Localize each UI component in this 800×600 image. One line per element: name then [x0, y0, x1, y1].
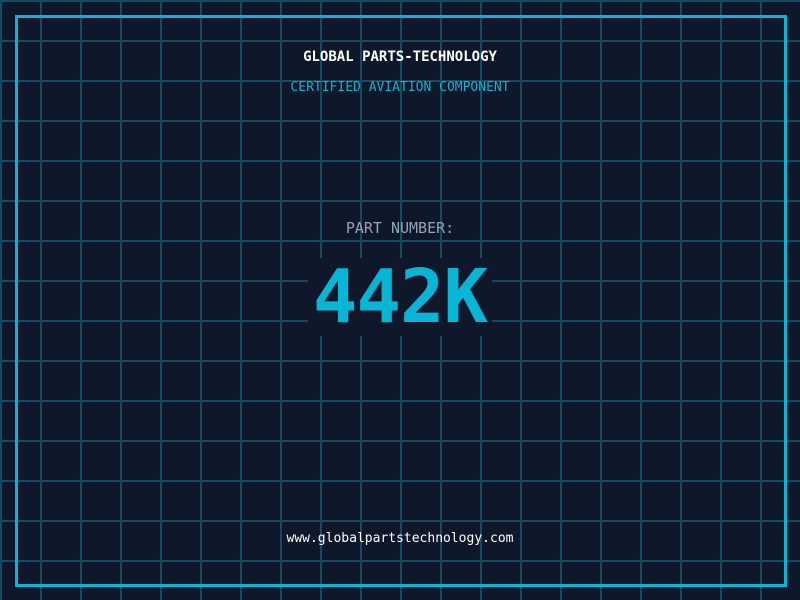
company-title: GLOBAL PARTS-TECHNOLOGY	[303, 49, 497, 65]
part-number-value: 442K	[312, 254, 488, 340]
certification-subtitle: CERTIFIED AVIATION COMPONENT	[290, 80, 510, 95]
website-url: www.globalpartstechnology.com	[286, 531, 514, 546]
border-frame	[15, 15, 787, 587]
part-number-backdrop	[308, 258, 492, 336]
part-number-label: PART NUMBER:	[345, 219, 455, 237]
